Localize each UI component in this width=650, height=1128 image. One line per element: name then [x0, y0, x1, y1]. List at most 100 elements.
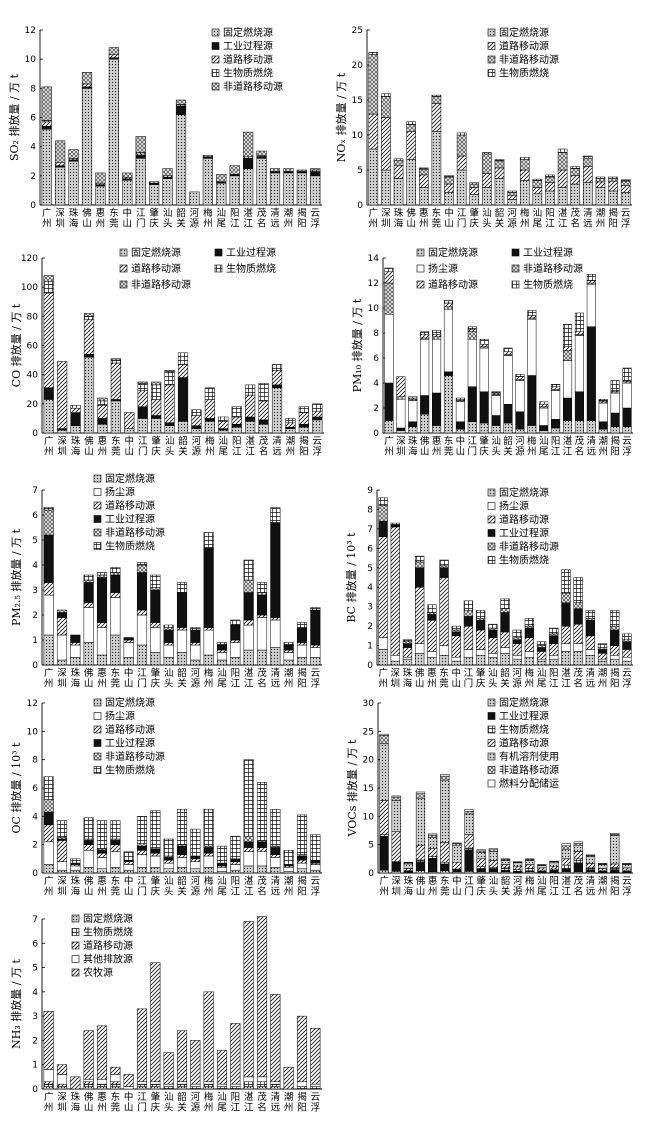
bar-segment-汕头-扬尘源: [488, 653, 498, 658]
x-tick-label-惠州: 惠州: [98, 435, 108, 458]
x-tick-label-梅州: 梅州: [204, 667, 214, 690]
bar-segment-江门-道路移动源: [137, 390, 148, 407]
x-tick-char: 名: [257, 218, 267, 230]
bar-segment-云浮-工业过程源: [310, 609, 321, 646]
x-tick-char: 清: [272, 435, 282, 447]
x-tick-char: 惠: [97, 875, 107, 887]
bar-segment-深圳-非道路移动源: [56, 609, 68, 613]
bar-segment-梅州-道路移动源: [203, 852, 214, 857]
bar-segment-河源-非道路移动源: [507, 192, 517, 196]
bar-segment-江门-扬尘源: [136, 614, 148, 646]
bar-segment-中山-有机溶剂使用: [452, 844, 462, 863]
x-tick-char: 山: [124, 887, 134, 898]
x-tick-char: 珠: [71, 667, 81, 679]
bar-segment-江门-燃料分配储运: [464, 809, 474, 812]
bar-segment-东莞-扬尘源: [443, 309, 454, 372]
bar-segment-河源-生物质燃烧: [190, 1086, 201, 1090]
bar-segment-河源-固定燃烧源: [190, 659, 201, 666]
legend-swatch: [71, 941, 80, 950]
x-tick-char: 河: [191, 875, 201, 887]
x-tick-char: 阳: [551, 436, 561, 447]
x-tick-label-中山: 中山: [123, 207, 133, 230]
legend-label: 生物质燃烧: [499, 67, 549, 80]
bar-segment-汕头-非道路移动源: [488, 849, 498, 852]
x-tick-char: 关: [501, 886, 511, 898]
y-axis-label: SO₂ 排放量 / 万 t: [7, 73, 21, 161]
bar-segment-梅州-非道路移动源: [519, 159, 530, 171]
bar-segment-惠州-燃料分配储运: [428, 833, 438, 836]
bar-segment-珠海-生物质燃烧: [408, 396, 418, 399]
bar-segment-湛江-扬尘源: [243, 851, 254, 867]
bar-segment-惠州-非道路移动源: [432, 336, 442, 340]
x-tick-label-梅州: 梅州: [525, 667, 535, 690]
bar-segment-深圳-扬尘源: [56, 861, 68, 871]
y-tick-label: 4: [32, 812, 38, 822]
y-axis-label: NH₃ 排放量 / 万 t: [9, 959, 23, 1049]
y-tick-label: 12: [27, 699, 38, 709]
y-tick-label: 15: [352, 96, 363, 106]
bar-segment-江门-非道路移动源: [136, 843, 148, 847]
bar-segment-茂名-燃料分配储运: [573, 841, 583, 844]
legend-label: 农牧源: [83, 966, 113, 979]
x-tick-label-广州: 广州: [44, 667, 54, 690]
bar-segment-阳江-道路移动源: [545, 182, 555, 192]
bar-segment-东莞-燃料分配储运: [440, 774, 450, 777]
x-tick-label-揭阳: 揭阳: [297, 207, 307, 230]
bar-segment-汕头-生物质燃烧: [491, 391, 501, 394]
x-tick-char: 中: [451, 667, 461, 679]
bar-segment-茂名-非道路移动源: [256, 592, 268, 596]
legend-swatch: [93, 739, 102, 747]
bar-segment-韶关-工业过程源: [176, 592, 188, 628]
legend-swatch: [93, 501, 102, 510]
bar-segment-湛江-道路移动源: [561, 858, 571, 866]
bar-segment-惠州-非道路移动源: [418, 169, 429, 176]
x-tick-label-云浮: 云浮: [311, 668, 321, 690]
bar-segment-韶关-道路移动源: [176, 854, 188, 858]
x-tick-char: 山: [456, 447, 466, 458]
legend-label: 扬尘源: [428, 262, 458, 275]
bar-segment-佛山-生物质燃烧: [83, 574, 94, 581]
bar-segment-惠州-道路移动源: [427, 620, 437, 652]
bar-segment-韶关-生物质燃烧: [176, 1083, 188, 1087]
y-tick-label: 6: [30, 114, 36, 124]
x-tick-label-深圳: 深圳: [57, 1092, 67, 1114]
bar-segment-深圳-道路移动源: [396, 376, 406, 397]
bar-segment-佛山-有机溶剂使用: [415, 797, 426, 846]
x-tick-char: 州: [598, 679, 608, 690]
x-tick-char: 门: [137, 886, 147, 898]
bar-segment-阳江-工业过程源: [549, 869, 559, 873]
bar-segment-梅州-固定燃烧源: [203, 867, 214, 874]
bar-segment-河源-有机溶剂使用: [513, 862, 523, 867]
bar-segment-肇庆-非道路移动源: [469, 183, 480, 188]
x-tick-label-深圳: 深圳: [57, 668, 67, 690]
x-tick-char: 名: [257, 886, 267, 898]
x-tick-label-江门: 江门: [464, 668, 474, 690]
bar-segment-惠州-固定燃烧源: [427, 656, 437, 666]
bar-segment-云浮-固定燃烧源: [622, 660, 632, 666]
x-tick-char: 江: [551, 447, 561, 458]
y-axis-label: VOCs 排放量 / 万 t: [345, 739, 359, 838]
bar-segment-韶关-非道路移动源: [494, 160, 505, 169]
bar-segment-清远-生物质燃烧: [270, 809, 281, 847]
y-tick-label: 7: [367, 525, 373, 535]
bar-segment-东莞-固定燃烧源: [108, 58, 119, 206]
legend-swatch: [511, 280, 520, 289]
x-tick-char: 关: [503, 446, 513, 458]
bar-segment-云浮-固定燃烧源: [620, 192, 631, 206]
bar-segment-肇庆-固定燃烧源: [150, 652, 161, 666]
bar-segment-汕头-固定燃烧源: [163, 657, 174, 666]
bar-segment-阳江-道路移动源: [549, 865, 559, 870]
bar-segment-湛江-固定燃烧源: [561, 651, 571, 666]
bar-segment-梅州-道路移动源: [204, 399, 215, 419]
x-tick-char: 广: [379, 875, 389, 887]
bar-segment-阳江-固定燃烧源: [545, 190, 555, 206]
x-tick-label-韶关: 韶关: [177, 875, 187, 898]
bar-segment-珠海-道路移动源: [70, 642, 81, 646]
x-tick-char: 佛: [84, 1091, 94, 1103]
x-tick-label-清远: 清远: [271, 667, 281, 690]
bar-segment-广州-工业过程源: [41, 126, 52, 130]
x-tick-char: 门: [136, 218, 146, 230]
x-tick-char: 阳: [610, 447, 620, 458]
bar-segment-佛山-扬尘源: [420, 339, 430, 396]
bar-segment-茂名-工业过程源: [258, 419, 269, 425]
